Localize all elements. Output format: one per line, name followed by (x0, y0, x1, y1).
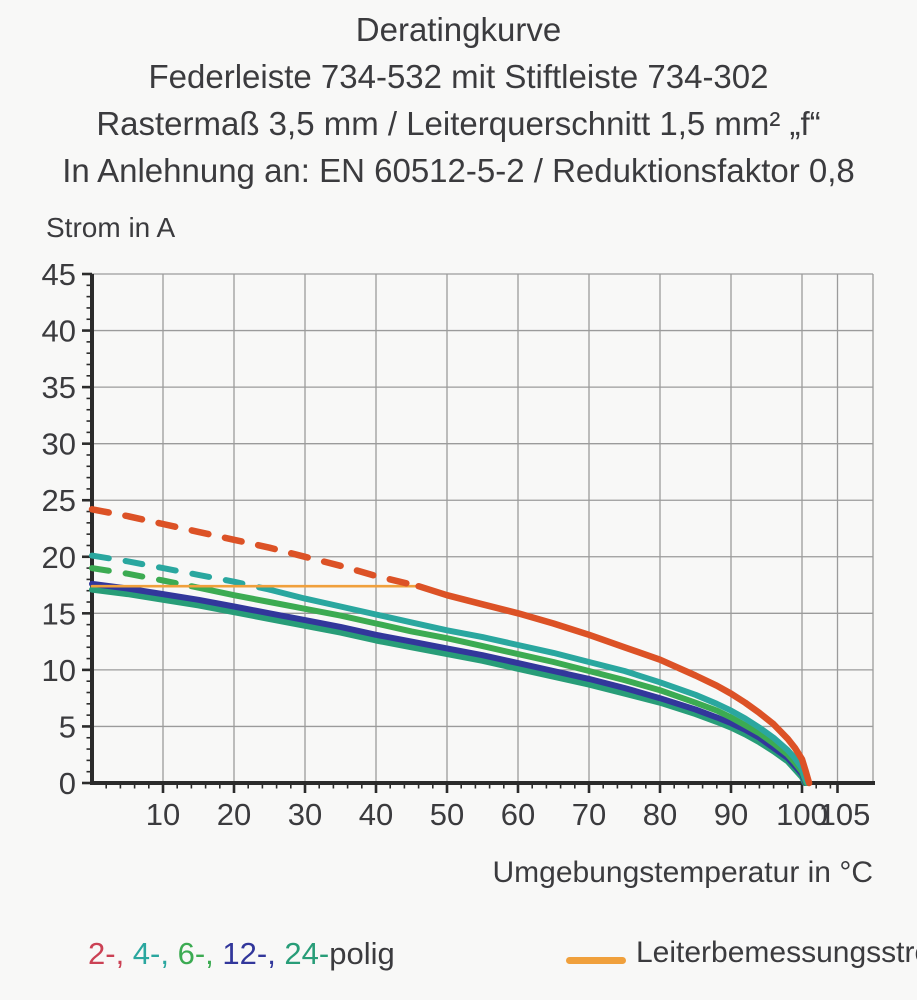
curve-4-polig-dashed (89, 552, 273, 593)
x-tick-label-80: 80 (643, 797, 677, 832)
leiterbemessungsstrom-line-swatch (566, 957, 626, 964)
y-tick-label-25: 25 (42, 483, 76, 518)
curve-6-polig-solid (188, 583, 810, 786)
y-tick-label-15: 15 (42, 596, 76, 631)
x-tick-label-70: 70 (572, 797, 606, 832)
legend-pole-24-label: 24- (284, 936, 330, 971)
y-tick-label-40: 40 (42, 314, 76, 349)
chart-title-line2: Federleiste 734-532 mit Stiftleiste 734-… (148, 58, 769, 95)
curve-4-polig-solid (266, 586, 811, 786)
y-tick-label-30: 30 (42, 427, 76, 462)
legend-pole-12-label: 12-, (222, 936, 285, 971)
chart-title-line3: Rastermaß 3,5 mm / Leiterquerschnitt 1,5… (96, 105, 821, 142)
x-tick-label-50: 50 (430, 797, 464, 832)
x-axis-title: Umgebungstemperatur in °C (492, 856, 873, 889)
legend-pole-colored-labels: 2-, 4-, 6-, 12-, 24- (88, 936, 329, 971)
leiterbemessungsstrom-label: Leiterbemessungsstrom (636, 936, 917, 969)
axes (90, 274, 875, 785)
legend-row: 2-, 4-, 6-, 12-, 24-polig Leiterbemessun… (0, 936, 917, 986)
y-tick-label-5: 5 (59, 709, 76, 744)
legend-pole-6-label: 6-, (177, 936, 223, 971)
y-tick-label-45: 45 (42, 257, 76, 292)
y-tick-label-0: 0 (59, 766, 76, 801)
x-tick-label-100: 100 (776, 797, 828, 832)
chart-plot-area: 10 20 30 40 50 60 70 80 90 100 105 0 5 10 15 20 25 30 35 40… (0, 250, 917, 850)
curve-12-polig-solid (89, 580, 809, 786)
x-tick-label-30: 30 (288, 797, 322, 832)
curve-6-polig-dashed (89, 565, 195, 590)
chart-title-block: Deratingkurve Federleiste 734-532 mit St… (0, 6, 917, 194)
y-tick-label-20: 20 (42, 540, 76, 575)
curve-24-polig-solid (89, 586, 808, 786)
y-axis-title: Strom in A (46, 212, 176, 243)
legend-pole-suffix: polig (329, 936, 395, 971)
y-tick-label-35: 35 (42, 370, 76, 405)
x-tick-label-20: 20 (217, 797, 251, 832)
x-tick-label-10: 10 (146, 797, 180, 832)
chart-title-line4: In Anlehnung an: EN 60512-5-2 / Reduktio… (62, 152, 855, 189)
x-tick-label-60: 60 (501, 797, 535, 832)
curves (88, 506, 813, 787)
chart-title-line1: Deratingkurve (355, 11, 562, 48)
x-tick-label-105: 105 (819, 797, 871, 832)
x-tick-label-40: 40 (359, 797, 393, 832)
legend-pole-2-label: 2-, (88, 936, 133, 971)
axis-ticks (82, 272, 839, 793)
curve-2-polig-solid (415, 582, 813, 787)
legend-pole-counts: 2-, 4-, 6-, 12-, 24-polig (88, 936, 395, 972)
y-tick-label-10: 10 (42, 653, 76, 688)
curve-2-polig-dashed (88, 506, 422, 590)
x-tick-label-90: 90 (714, 797, 748, 832)
legend-pole-4-label: 4-, (132, 936, 178, 971)
